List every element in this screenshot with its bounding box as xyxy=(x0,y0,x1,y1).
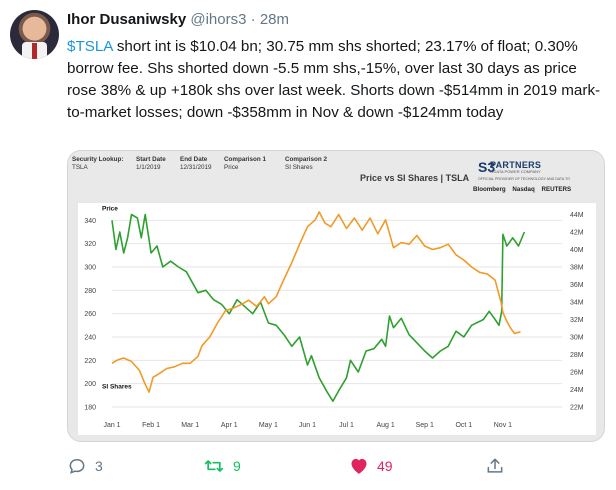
avatar[interactable] xyxy=(10,10,59,59)
brand-row: Bloomberg Nasdaq REUTERS xyxy=(473,186,576,193)
y-left-tick-label: 240 xyxy=(84,335,96,342)
s3-partners-logo: S3 PARTNERS A DATA POWER COMPANY OFFICIA… xyxy=(478,159,570,181)
meta-end-date: End Date 12/31/2019 xyxy=(180,156,212,171)
plot-background xyxy=(78,203,596,435)
price-series-label: Price xyxy=(102,205,118,212)
x-tick-label: Mar 1 xyxy=(181,422,199,429)
y-left-tick-label: 320 xyxy=(84,241,96,248)
y-right-tick-label: 34M xyxy=(570,300,584,307)
meta-comparison-2: Comparison 2 SI Shares xyxy=(285,156,327,171)
separator-dot: · xyxy=(250,11,256,28)
y-right-tick-label: 22M xyxy=(570,405,584,412)
series-line-si-shares xyxy=(111,211,521,393)
reply-button[interactable]: 3 xyxy=(67,456,103,476)
chart-header: Security Lookup: TSLA Start Date 1/1/2019 … xyxy=(68,151,604,199)
retweet-icon xyxy=(204,460,224,472)
y-left-tick-label: 280 xyxy=(84,288,96,295)
reply-icon xyxy=(69,458,85,474)
x-tick-label: Feb 1 xyxy=(142,422,160,429)
reply-count: 3 xyxy=(95,458,103,474)
x-tick-label: Jun 1 xyxy=(299,422,316,429)
x-tick-label: Sep 1 xyxy=(416,422,434,429)
tweet-actions: 3 9 49 xyxy=(67,456,607,480)
brand-reuters: REUTERS xyxy=(541,186,572,193)
x-tick-label: Aug 1 xyxy=(376,422,394,429)
meta-comparison-1: Comparison 1 Price xyxy=(224,156,266,171)
tweet-text: $TSLA short int is $10.04 bn; 30.75 mm s… xyxy=(67,36,607,124)
series-line-price xyxy=(111,213,526,402)
brand-nasdaq: Nasdaq xyxy=(512,186,535,193)
y-left-tick-label: 180 xyxy=(84,405,96,412)
retweet-button[interactable]: 9 xyxy=(203,456,241,476)
y-right-tick-label: 26M xyxy=(570,370,584,377)
brand-bloomberg: Bloomberg xyxy=(473,186,506,193)
timestamp[interactable]: 28m xyxy=(259,11,289,28)
share-icon xyxy=(487,458,503,473)
x-tick-label: Apr 1 xyxy=(221,422,238,429)
x-tick-label: Oct 1 xyxy=(455,422,472,429)
y-right-tick-label: 32M xyxy=(570,317,584,324)
meta-start-date: Start Date 1/1/2019 xyxy=(136,156,166,171)
y-right-tick-label: 24M xyxy=(570,387,584,394)
y-left-tick-label: 300 xyxy=(84,265,96,272)
chart-title: Price vs SI Shares | TSLA xyxy=(360,173,470,183)
user-handle[interactable]: @ihors3 xyxy=(190,11,247,28)
retweet-count: 9 xyxy=(233,458,241,474)
like-count: 49 xyxy=(377,457,393,474)
y-right-tick-label: 36M xyxy=(570,282,584,289)
y-left-tick-label: 200 xyxy=(84,381,96,388)
x-tick-label: Nov 1 xyxy=(494,422,512,429)
y-left-tick-label: 260 xyxy=(84,311,96,318)
meta-security: Security Lookup: TSLA xyxy=(72,156,124,171)
y-right-tick-label: 28M xyxy=(570,352,584,359)
tweet-header: Ihor Dusaniwsky @ihors3 · 28m xyxy=(67,11,289,28)
y-right-tick-label: 30M xyxy=(570,335,584,342)
y-left-tick-label: 340 xyxy=(84,218,96,225)
x-tick-label: Jul 1 xyxy=(339,422,354,429)
chart-image-card[interactable]: Security Lookup: TSLA Start Date 1/1/2019 … xyxy=(67,150,605,442)
tweet-body: short int is $10.04 bn; 30.75 mm shs sho… xyxy=(67,38,601,121)
price-vs-si-chart: 180 200 220 240 260 280 300 320 340 22M 24M 26M 28M 3… xyxy=(78,203,596,435)
y-right-tick-label: 42M xyxy=(570,230,584,237)
y-right-tick-label: 44M xyxy=(570,212,584,219)
user-name[interactable]: Ihor Dusaniwsky xyxy=(67,11,187,28)
avatar-tie xyxy=(32,43,37,59)
heart-icon xyxy=(351,458,367,474)
x-tick-label: Jan 1 xyxy=(103,422,120,429)
y-right-tick-label: 38M xyxy=(570,265,584,272)
y-left-tick-label: 220 xyxy=(84,358,96,365)
si-series-label: SI Shares xyxy=(102,383,132,390)
cashtag-link[interactable]: $TSLA xyxy=(67,38,113,55)
share-button[interactable] xyxy=(485,456,505,476)
like-button[interactable]: 49 xyxy=(349,456,393,475)
y-right-tick-label: 40M xyxy=(570,247,584,254)
x-tick-label: May 1 xyxy=(259,422,278,429)
